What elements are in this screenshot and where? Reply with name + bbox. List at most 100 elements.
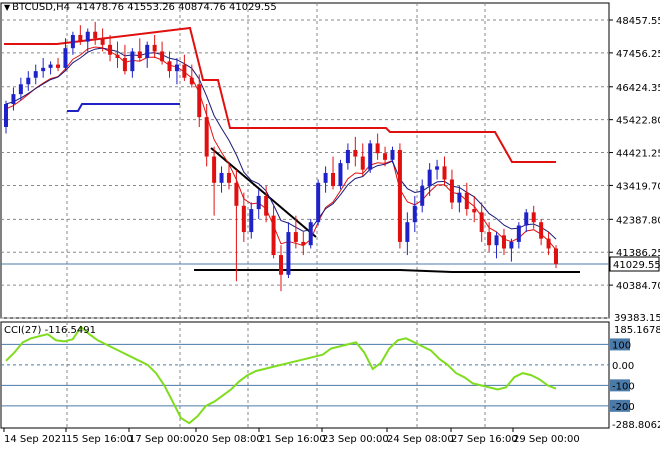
candle[interactable] bbox=[472, 195, 477, 223]
candle[interactable] bbox=[293, 215, 298, 249]
candle[interactable] bbox=[397, 143, 402, 249]
candle[interactable] bbox=[338, 159, 343, 190]
candle[interactable] bbox=[56, 58, 61, 72]
candle[interactable] bbox=[93, 21, 98, 45]
candle[interactable] bbox=[279, 245, 283, 292]
ohlc-values: 41478.76 41553.26 40874.76 41029.55 bbox=[76, 2, 277, 13]
time-label: 23 Sep 00:00 bbox=[322, 434, 389, 445]
candle[interactable] bbox=[63, 38, 68, 72]
candle[interactable] bbox=[108, 35, 113, 62]
candle[interactable] bbox=[435, 159, 440, 180]
candle[interactable] bbox=[405, 212, 410, 256]
candle[interactable] bbox=[122, 44, 127, 75]
candle[interactable] bbox=[286, 222, 291, 279]
candle[interactable] bbox=[509, 238, 514, 262]
candle[interactable] bbox=[189, 64, 194, 88]
candle[interactable] bbox=[100, 28, 105, 52]
price-label: 47456.25 bbox=[616, 49, 660, 60]
time-label: 14 Sep 2021 bbox=[4, 434, 67, 445]
candle[interactable] bbox=[115, 41, 120, 68]
candle[interactable] bbox=[323, 166, 328, 193]
price-label-bottom: 39383.15 bbox=[614, 313, 660, 324]
candle[interactable] bbox=[487, 222, 492, 252]
candle[interactable] bbox=[360, 143, 365, 177]
candle[interactable] bbox=[316, 179, 321, 226]
candle[interactable] bbox=[375, 133, 380, 160]
cci-value: -116.5491 bbox=[44, 325, 96, 336]
candle[interactable] bbox=[249, 202, 254, 239]
candle[interactable] bbox=[501, 228, 506, 256]
candle[interactable] bbox=[197, 74, 202, 127]
time-label: 17 Sep 00:00 bbox=[129, 434, 196, 445]
candle[interactable] bbox=[546, 232, 551, 256]
candle[interactable] bbox=[345, 143, 350, 170]
candle[interactable] bbox=[554, 245, 558, 269]
candle[interactable] bbox=[442, 156, 447, 187]
candle[interactable] bbox=[331, 156, 336, 190]
candle[interactable] bbox=[264, 186, 269, 223]
cci-line bbox=[5, 325, 557, 425]
candle[interactable] bbox=[420, 179, 425, 213]
cci-panel[interactable] bbox=[0, 321, 610, 429]
main-chart-area[interactable] bbox=[0, 2, 610, 319]
candle[interactable] bbox=[11, 87, 16, 111]
candle[interactable] bbox=[85, 28, 90, 52]
candle[interactable] bbox=[531, 205, 536, 229]
cci-level-label: -100 bbox=[612, 381, 635, 392]
time-label: 24 Sep 08:00 bbox=[387, 434, 454, 445]
candle[interactable] bbox=[494, 232, 499, 259]
candle[interactable] bbox=[368, 140, 373, 173]
candle[interactable] bbox=[137, 38, 142, 62]
candle[interactable] bbox=[383, 146, 388, 167]
candle[interactable] bbox=[130, 48, 135, 78]
candle[interactable] bbox=[33, 64, 38, 85]
candle[interactable] bbox=[167, 51, 172, 78]
candle[interactable] bbox=[41, 58, 46, 78]
candle[interactable] bbox=[26, 71, 31, 91]
support-step-line[interactable] bbox=[67, 103, 180, 112]
candle[interactable] bbox=[353, 136, 358, 167]
cci-level-label: 0.00 bbox=[612, 361, 634, 372]
candle[interactable] bbox=[78, 25, 83, 45]
candle[interactable] bbox=[219, 166, 224, 193]
candle[interactable] bbox=[226, 163, 231, 190]
candle[interactable] bbox=[412, 195, 417, 233]
ema-slow-line bbox=[5, 47, 557, 240]
price-label: 48457.55 bbox=[616, 16, 660, 27]
candle[interactable] bbox=[241, 192, 246, 242]
cci-level-tag bbox=[610, 338, 630, 351]
candle[interactable] bbox=[427, 163, 432, 196]
candle[interactable] bbox=[152, 35, 157, 59]
chart-header: ▼ BTCUSD,H4 41478.76 41553.26 40874.76 41… bbox=[4, 2, 277, 13]
dropdown-triangle-icon[interactable]: ▼ bbox=[4, 3, 11, 12]
candle[interactable] bbox=[145, 41, 150, 68]
candle[interactable] bbox=[524, 209, 529, 233]
candle[interactable] bbox=[160, 41, 165, 65]
candle[interactable] bbox=[301, 232, 306, 256]
time-label: 15 Sep 16:00 bbox=[66, 434, 133, 445]
price-axis-labels: 48457.55 47456.25 46424.35 45422.80 44421.25… bbox=[609, 16, 660, 324]
candle[interactable] bbox=[48, 61, 53, 75]
candle[interactable] bbox=[182, 54, 187, 82]
candle[interactable] bbox=[234, 169, 239, 282]
candle[interactable] bbox=[204, 103, 209, 167]
candle[interactable] bbox=[464, 182, 469, 216]
candles[interactable] bbox=[4, 21, 558, 292]
moving-averages bbox=[5, 46, 557, 251]
candle[interactable] bbox=[174, 58, 179, 85]
candle[interactable] bbox=[516, 222, 521, 249]
candle[interactable] bbox=[271, 205, 276, 259]
candle[interactable] bbox=[479, 202, 484, 242]
candle[interactable] bbox=[449, 169, 454, 210]
candle[interactable] bbox=[256, 189, 261, 219]
candle[interactable] bbox=[390, 146, 395, 164]
candle[interactable] bbox=[212, 146, 217, 216]
candle[interactable] bbox=[457, 186, 462, 213]
resistance-step-line[interactable] bbox=[4, 26, 556, 163]
candle[interactable] bbox=[539, 218, 544, 246]
candle[interactable] bbox=[18, 77, 23, 101]
candle[interactable] bbox=[4, 100, 8, 134]
candle[interactable] bbox=[70, 31, 75, 55]
candle[interactable] bbox=[308, 218, 313, 249]
